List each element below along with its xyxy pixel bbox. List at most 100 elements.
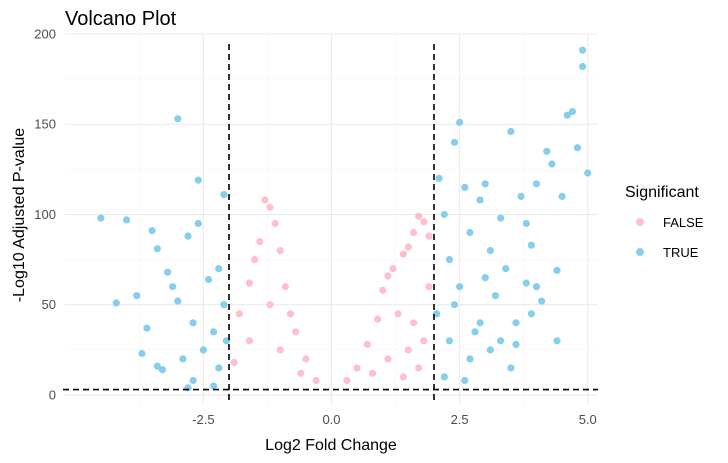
grid <box>65 33 598 404</box>
point-true <box>163 268 172 276</box>
point-true <box>471 328 479 336</box>
point-true <box>210 382 218 390</box>
point-false <box>399 250 407 258</box>
point-true <box>450 301 459 309</box>
point-false <box>409 319 418 327</box>
point-true <box>456 283 464 291</box>
point-true <box>461 183 469 191</box>
point-false <box>302 355 310 363</box>
point-true <box>486 346 494 354</box>
point-false <box>420 337 428 345</box>
point-true <box>476 196 484 204</box>
point-true <box>97 214 105 222</box>
point-false <box>256 238 264 246</box>
point-true <box>435 174 443 182</box>
point-true <box>522 279 530 287</box>
point-true <box>527 241 536 249</box>
point-true <box>189 319 197 327</box>
point-true <box>112 299 120 307</box>
point-true <box>138 349 146 358</box>
point-false <box>363 340 371 348</box>
x-tick-label: 0.0 <box>322 412 340 427</box>
point-true <box>568 108 577 116</box>
point-false <box>312 376 320 385</box>
point-true <box>189 376 197 385</box>
point-true <box>548 160 556 168</box>
point-true <box>553 337 561 345</box>
point-false <box>374 315 382 323</box>
point-true <box>199 346 207 354</box>
point-false <box>292 328 300 336</box>
point-true <box>476 319 484 327</box>
legend: Significant FALSE TRUE <box>625 184 704 260</box>
x-tick-label: -2.5 <box>192 412 214 427</box>
y-tick-label: 100 <box>34 207 56 222</box>
point-false <box>235 310 243 318</box>
point-false <box>389 265 397 273</box>
point-true <box>466 355 474 363</box>
point-true <box>497 214 505 222</box>
point-true <box>491 292 500 300</box>
point-false <box>404 346 412 354</box>
point-true <box>466 228 474 237</box>
y-tick-label: 50 <box>42 297 56 312</box>
point-true <box>584 169 592 177</box>
point-true <box>543 147 551 155</box>
point-false <box>297 369 305 377</box>
point-false <box>404 243 412 251</box>
point-true <box>445 256 453 264</box>
point-false <box>281 283 289 291</box>
point-false <box>245 337 254 345</box>
point-false <box>384 355 392 363</box>
point-false <box>230 358 238 367</box>
point-true <box>573 144 582 152</box>
axis-ticks: -2.5 0.0 2.5 5.0 0 50 100 150 200 <box>34 27 596 428</box>
point-true <box>579 46 587 54</box>
point-false <box>251 256 259 264</box>
point-true <box>215 265 223 273</box>
x-tick-label: 2.5 <box>451 412 469 427</box>
point-true <box>512 340 520 348</box>
legend-label-false: FALSE <box>663 215 704 230</box>
point-false <box>343 376 351 385</box>
point-true <box>481 180 489 188</box>
point-true <box>174 115 182 123</box>
point-true <box>440 373 448 381</box>
point-false <box>409 228 418 237</box>
point-true <box>194 176 202 184</box>
point-true <box>210 328 218 336</box>
point-true <box>527 310 536 318</box>
legend-title: Significant <box>625 184 699 201</box>
point-true <box>174 297 182 305</box>
data-points <box>97 46 592 392</box>
point-false <box>394 310 402 318</box>
point-true <box>507 364 515 372</box>
point-false <box>286 310 295 318</box>
point-false <box>420 218 428 226</box>
reference-lines <box>63 44 598 404</box>
point-true <box>143 324 151 332</box>
point-true <box>456 118 464 126</box>
legend-key-false <box>636 218 644 226</box>
point-true <box>148 227 156 235</box>
point-true <box>532 180 541 188</box>
point-true <box>220 301 228 309</box>
point-true <box>169 283 177 291</box>
point-true <box>522 219 530 228</box>
point-false <box>276 346 284 354</box>
legend-label-true: TRUE <box>663 245 699 260</box>
point-false <box>399 373 407 381</box>
point-true <box>558 192 566 200</box>
point-false <box>271 219 279 228</box>
chart-title: Volcano Plot <box>65 8 177 30</box>
point-false <box>245 279 254 287</box>
point-true <box>563 111 571 119</box>
point-true <box>179 355 187 363</box>
point-true <box>153 245 161 253</box>
point-false <box>368 369 377 377</box>
y-axis-title: -Log10 Adjusted P-value <box>11 128 28 302</box>
y-tick-label: 200 <box>34 27 56 42</box>
point-false <box>266 301 274 309</box>
point-true <box>194 219 202 228</box>
point-true <box>222 337 230 345</box>
